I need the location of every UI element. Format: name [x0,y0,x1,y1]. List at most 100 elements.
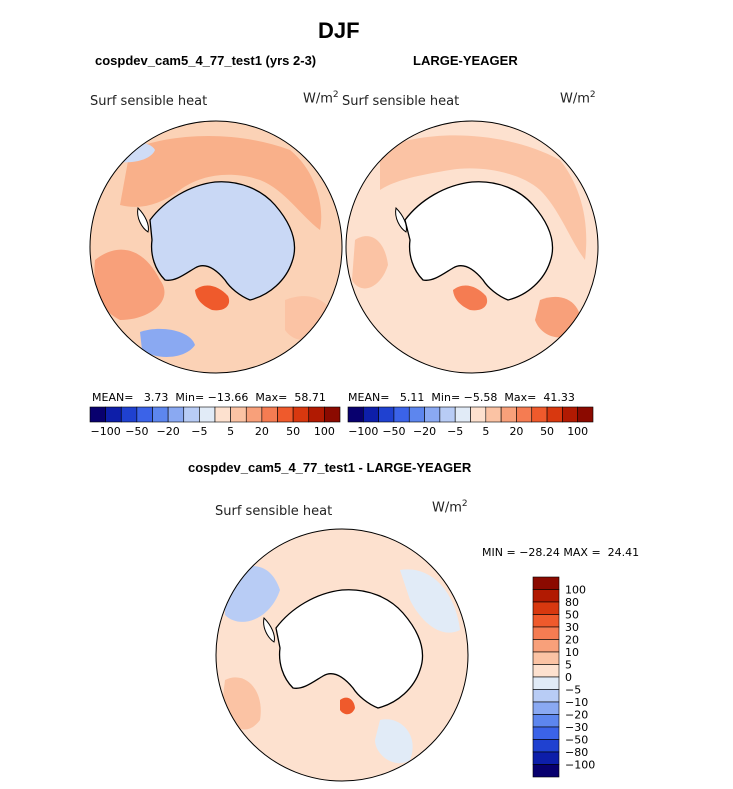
diff-variable-label: Surf sensible heat [215,504,333,519]
diff-colorbar-tick-label: −100 [565,759,595,772]
left-map [90,121,342,373]
diff-colorbar-tick-label: 20 [565,634,579,647]
left-colorbar-box [152,406,169,423]
right-map-hotspot [453,285,488,311]
right-colorbar-box [485,406,502,423]
left-colorbar-box [245,406,263,423]
left-colorbar-box [89,406,106,423]
right-stats: MEAN= 5.11 Min= −5.58 Max= 41.33 [348,391,575,404]
left-units-label: W/m2 [303,90,339,107]
right-colorbar-box [424,406,441,423]
diff-colorbar-box [532,701,560,715]
right-map-warm-patch [352,236,388,289]
diff-colorbar-box [532,714,560,728]
diff-colorbar-box [532,739,560,753]
left-colorbar-box [120,406,138,423]
diff-colorbar-box [532,614,560,628]
diff-panel-title: cospdev_cam5_4_77_test1 - LARGE-YEAGER [188,460,472,475]
right-colorbar-box [516,406,533,423]
right-units-label: W/m2 [560,90,596,107]
right-colorbar-box [470,406,487,423]
diff-colorbar-tick-label: −5 [565,684,581,697]
right-map-border [345,120,599,374]
diff-colorbar-box [532,751,560,765]
right-colorbar-box [454,406,471,423]
diff-colorbar-box [532,576,560,590]
diff-colorbar-tick-label: −10 [565,696,588,709]
left-colorbar-tick-label: −50 [125,425,148,438]
left-colorbar-box [292,406,310,423]
left-map-antarctica [149,181,296,301]
right-colorbar-box [378,406,395,423]
diff-colorbar-box [532,589,560,603]
diff-units-label: W/m2 [432,499,468,516]
right-colorbar-box [439,406,456,423]
left-colorbar-tick-label: 50 [286,425,300,438]
diff-colorbar-tick-label: 50 [565,609,579,622]
left-colorbar-tick-label: −100 [91,425,121,438]
right-colorbar-tick-label: −50 [382,425,405,438]
left-colorbar-box [167,406,185,423]
diff-map-hotspot [340,697,355,715]
left-variable-label: Surf sensible heat [90,94,208,109]
diff-colorbar-box [532,601,560,615]
right-colorbar-tick-label: 100 [567,425,588,438]
right-colorbar-tick-label: 20 [509,425,523,438]
left-colorbar-tick-label: 100 [314,425,335,438]
diff-colorbar-tick-label: −80 [565,746,588,759]
diff-colorbar-box [532,726,560,740]
left-map-warm-band [120,136,322,230]
diff-colorbar-tick-label: 80 [565,596,579,609]
left-colorbar: −100 −50 −20 −5 5 20 50 100 [89,406,341,438]
diff-colorbar-box [532,626,560,640]
right-map-peninsula [395,206,407,233]
diff-colorbar-box [532,676,560,690]
diff-colorbar-tick-label: −30 [565,721,588,734]
left-colorbar-tick-label: 20 [255,425,269,438]
diff-colorbar-box [532,689,560,703]
diff-colorbar-box [532,664,560,678]
left-map-warm-patch [94,249,165,320]
diff-map-peninsula [263,616,275,643]
left-colorbar-box [277,406,294,423]
right-colorbar-tick-label: 5 [482,425,489,438]
diff-colorbar-tick-label: −20 [565,709,588,722]
right-colorbar-tick-label: 50 [540,425,554,438]
diff-map [216,529,468,781]
diff-colorbar-tick-label: −50 [565,734,588,747]
left-colorbar-box [230,406,247,423]
right-colorbar-box [500,406,517,423]
left-map-border [89,120,343,374]
right-colorbar-box [347,406,364,423]
diff-colorbar-tick-label: 10 [565,646,579,659]
left-colorbar-box [261,406,278,423]
left-colorbar-tick-label: −5 [191,425,207,438]
left-colorbar-box [105,406,122,423]
diff-colorbar-box [532,651,560,665]
right-map-antarctica [404,181,554,301]
figure-title: DJF [318,18,360,43]
diff-colorbar-box [532,764,560,778]
diff-colorbar-tick-label: 0 [565,671,572,684]
right-colorbar-box [546,406,563,423]
left-panel-title: cospdev_cam5_4_77_test1 (yrs 2-3) [95,53,317,68]
left-map-hotspot [195,285,230,311]
right-colorbar-box [531,406,548,423]
right-colorbar-box [577,406,594,423]
left-colorbar-box [324,406,341,423]
diff-map-antarctica [275,589,424,709]
right-colorbar-box [408,406,425,423]
diff-map-cold-patch-2 [400,569,460,633]
left-colorbar-box [308,406,325,423]
right-colorbar-box [393,406,410,423]
left-colorbar-box [199,406,216,423]
right-colorbar-tick-label: −5 [447,425,463,438]
left-colorbar-box [136,406,153,423]
right-colorbar-tick-label: −100 [348,425,378,438]
right-colorbar-box [562,406,578,423]
diff-map-cold-patch-3 [375,719,413,764]
right-map [346,121,598,373]
diff-stats: MIN = −28.24 MAX = 24.41 [482,546,640,559]
